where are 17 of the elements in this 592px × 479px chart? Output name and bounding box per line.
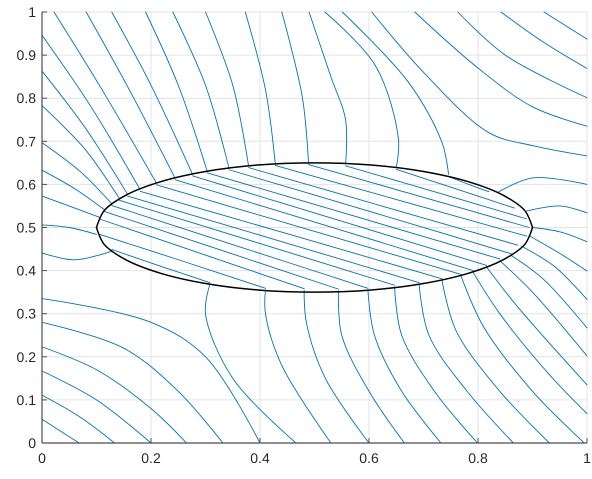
y-tick-label: 0.3 [16,306,36,322]
x-tick-label: 0.8 [468,450,488,466]
y-tick-label: 0.6 [16,176,36,192]
y-tick-label: 1 [28,4,36,20]
y-tick-label: 0.9 [16,47,36,64]
x-tick-label: 0 [38,450,46,466]
x-tick-label: 0.4 [250,450,270,466]
y-tick-label: 0.7 [16,133,36,150]
y-tick-label: 0 [28,435,36,451]
x-tick-label: 1 [583,450,592,466]
x-tick-label: 0.6 [359,450,379,466]
y-tick-label: 0.5 [16,220,36,236]
y-tick-label: 0.4 [16,262,36,279]
y-tick-label: 0.1 [16,392,36,408]
x-tick-label: 0.2 [141,450,161,466]
y-tick-label: 0.8 [16,90,36,106]
y-tick-label: 0.2 [16,348,36,365]
